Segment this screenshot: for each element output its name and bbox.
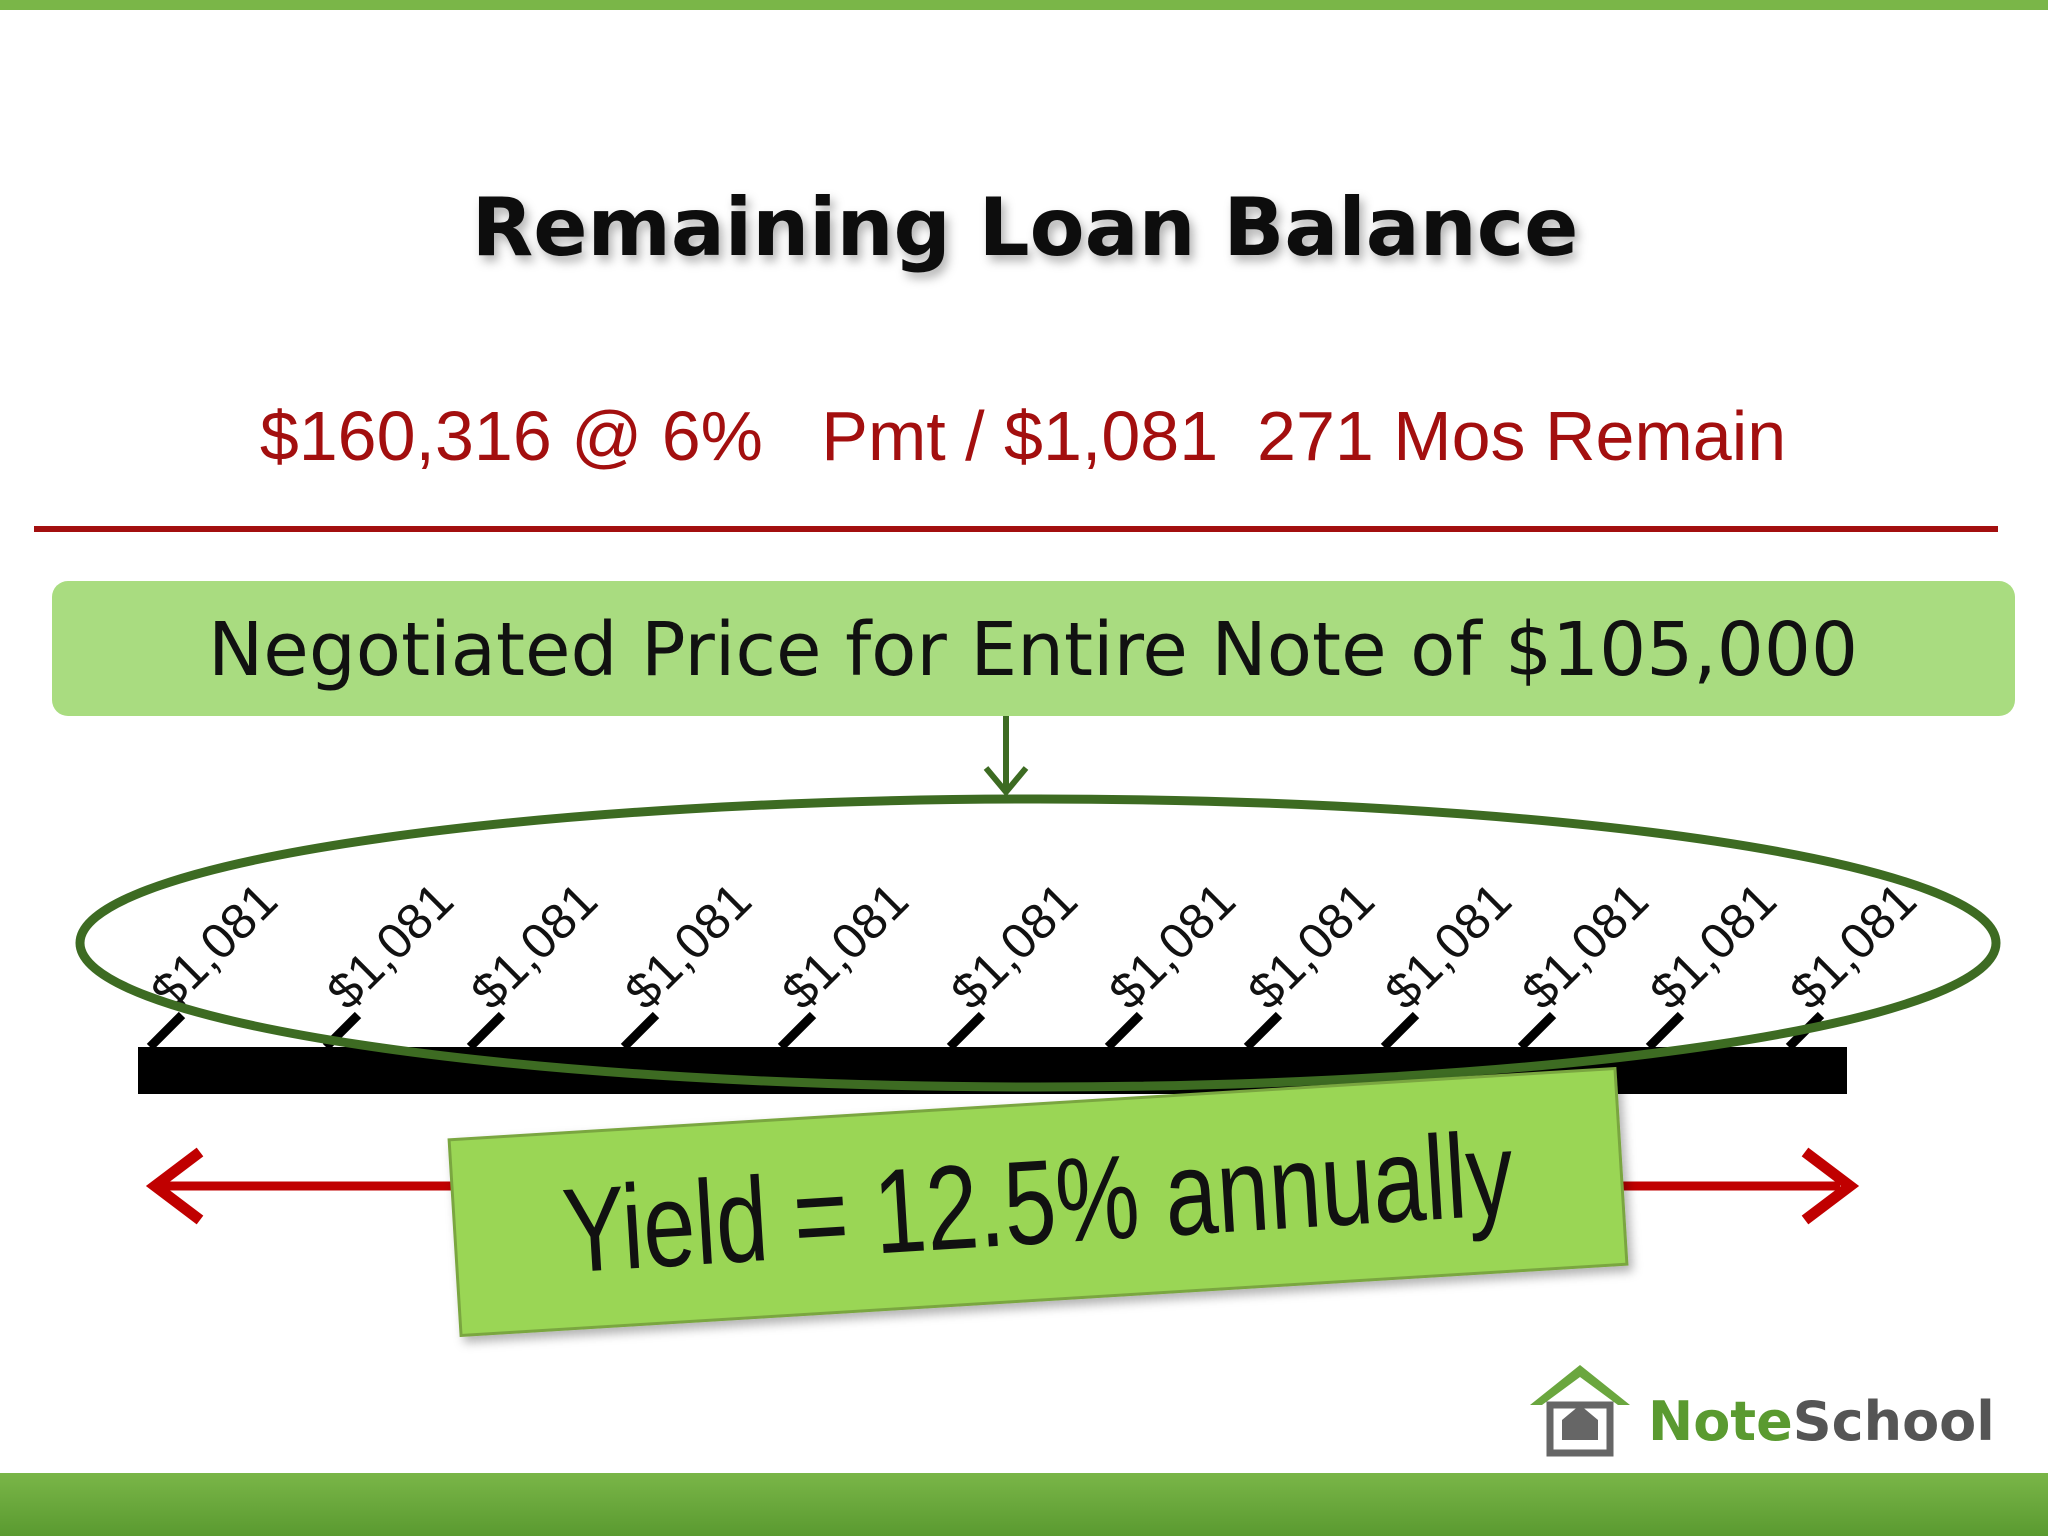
logo-text: NoteSchool [1648, 1390, 1995, 1453]
loan-terms: $160,316 @ 6% Pmt / $1,081 271 Mos Remai… [260, 397, 1786, 475]
payment-tick [946, 1011, 986, 1051]
payment-tick [1645, 1011, 1685, 1051]
payments-ellipse [75, 794, 2001, 1092]
payment-label: $1,081 [1779, 872, 1927, 1020]
payment-label: $1,081 [1237, 872, 1385, 1020]
payment-tick [1243, 1011, 1283, 1051]
down-arrow-head [983, 766, 1029, 797]
term-arrow-left [145, 1147, 204, 1225]
divider [34, 526, 1998, 532]
payment-tick [777, 1011, 817, 1051]
payment-tick [146, 1011, 186, 1051]
logo: NoteSchool [1530, 1365, 1995, 1457]
logo-door [1562, 1405, 1598, 1440]
payment-tick [1517, 1011, 1557, 1051]
logo-note: Note [1648, 1390, 1793, 1453]
logo-school: School [1793, 1390, 1995, 1453]
payment-label: $1,081 [614, 872, 762, 1020]
payment-label: $1,081 [316, 872, 464, 1020]
bottom-band [0, 1473, 2048, 1536]
payment-label: $1,081 [460, 872, 608, 1020]
payment-tick [1380, 1011, 1420, 1051]
yield-group: Yield = 12.5% annually [447, 1066, 1629, 1338]
logo-roof [1530, 1365, 1630, 1405]
payment-tick [466, 1011, 506, 1051]
price-text: Negotiated Price for Entire Note of $105… [208, 607, 1858, 693]
payment-label: $1,081 [1639, 872, 1787, 1020]
payments: $1,081 $1,081$1,081 $1,081 $1,081 $1,081 $1,0… [140, 872, 1927, 1051]
payment-label: $1,081 [1098, 872, 1246, 1020]
price-box [52, 581, 2015, 716]
payment-label: $1,081 [771, 872, 919, 1020]
payment-label: $1,081 [940, 872, 1088, 1020]
payment-tick [1104, 1011, 1144, 1051]
term-arrow-right [1801, 1147, 1860, 1225]
top-band [0, 0, 2048, 10]
payment-label: $1,081 [1374, 872, 1522, 1020]
payment-label: $1,081 [1511, 872, 1659, 1020]
yield-box [447, 1066, 1629, 1338]
slide-title: Remaining Loan Balance [472, 181, 1579, 274]
payment-tick [620, 1011, 660, 1051]
